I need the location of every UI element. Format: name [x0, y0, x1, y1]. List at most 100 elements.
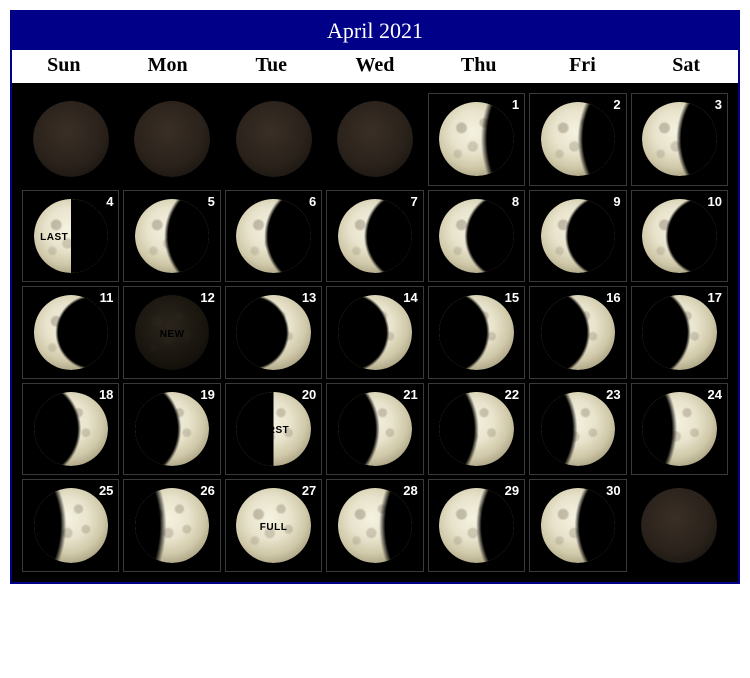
moon-phase-icon	[641, 488, 717, 564]
day-number: 30	[606, 483, 620, 498]
day-number: 28	[403, 483, 417, 498]
day-number: 9	[613, 194, 620, 209]
day-number: 20	[302, 387, 316, 402]
week-row: 11 12 NEW 13 14 15 16 17	[22, 286, 728, 379]
phase-label: NEW	[124, 329, 219, 340]
day-cell: 10	[631, 190, 728, 283]
moon-phase-icon	[34, 488, 108, 562]
day-cell-blank	[22, 93, 119, 186]
day-number: 16	[606, 290, 620, 305]
day-cell: 29	[428, 479, 525, 572]
day-cell: 27 FULL	[225, 479, 322, 572]
title-bar: April 2021	[12, 12, 738, 50]
moon-phase-icon	[236, 199, 310, 273]
day-cell: 20 FIRST	[225, 383, 322, 476]
calendar-frame: April 2021 SunMonTueWedThuFriSat 1234LAS…	[10, 10, 740, 584]
day-number: 8	[512, 194, 519, 209]
moon-phase-icon	[338, 295, 412, 369]
day-number: 23	[606, 387, 620, 402]
day-cell: 5	[123, 190, 220, 283]
weekday-cell: Mon	[116, 50, 220, 83]
moon-phase-icon	[541, 102, 615, 176]
weekday-cell: Fri	[531, 50, 635, 83]
day-number: 13	[302, 290, 316, 305]
day-cell: 30	[529, 479, 626, 572]
phase-label: FIRST	[226, 425, 321, 436]
day-cell: 12 NEW	[123, 286, 220, 379]
day-number: 1	[512, 97, 519, 112]
day-cell-blank	[225, 93, 322, 186]
moon-phase-icon	[541, 392, 615, 466]
calendar-title: April 2021	[327, 18, 423, 43]
day-number: 7	[410, 194, 417, 209]
day-number: 26	[200, 483, 214, 498]
day-number: 18	[99, 387, 113, 402]
week-row: 25 26 27 FULL 28 29 30	[22, 479, 728, 572]
day-number: 27	[302, 483, 316, 498]
weekday-cell: Thu	[427, 50, 531, 83]
day-number: 29	[505, 483, 519, 498]
phase-label: FULL	[226, 522, 321, 533]
day-cell: 4LAST	[22, 190, 119, 283]
moon-phase-icon	[439, 102, 513, 176]
moon-phase-icon	[34, 295, 108, 369]
moon-phase-icon	[135, 199, 209, 273]
day-number: 19	[200, 387, 214, 402]
day-number: 11	[100, 290, 114, 305]
day-cell-blank	[326, 93, 423, 186]
day-number: 4	[106, 194, 113, 209]
moon-phase-icon	[34, 392, 108, 466]
week-row: 12 3	[22, 93, 728, 186]
day-number: 12	[200, 290, 214, 305]
moon-phase-icon	[541, 295, 615, 369]
day-cell: 13	[225, 286, 322, 379]
day-number: 21	[403, 387, 417, 402]
moon-phase-icon	[439, 488, 513, 562]
day-number: 15	[505, 290, 519, 305]
moon-phase-icon	[642, 199, 716, 273]
day-number: 5	[208, 194, 215, 209]
day-cell: 6	[225, 190, 322, 283]
day-cell: 25	[22, 479, 119, 572]
day-cell: 8	[428, 190, 525, 283]
day-cell: 15	[428, 286, 525, 379]
day-cell: 26	[123, 479, 220, 572]
day-number: 14	[403, 290, 417, 305]
day-cell: 19	[123, 383, 220, 476]
moon-phase-icon	[439, 199, 513, 273]
weekday-cell: Sun	[12, 50, 116, 83]
calendar-grid: 1234LAST56789101112NEW1314151617181920FI…	[12, 83, 738, 582]
moon-phase-icon	[439, 392, 513, 466]
day-cell: 28	[326, 479, 423, 572]
day-cell: 23	[529, 383, 626, 476]
day-cell: 18	[22, 383, 119, 476]
day-cell-blank	[123, 93, 220, 186]
day-cell-blank	[631, 479, 728, 572]
moon-phase-icon	[236, 295, 310, 369]
day-number: 25	[99, 483, 113, 498]
moon-phase-icon	[642, 295, 716, 369]
day-cell: 22	[428, 383, 525, 476]
moon-phase-icon	[337, 101, 413, 177]
weekday-cell: Tue	[219, 50, 323, 83]
moon-phase-icon	[439, 295, 513, 369]
day-cell: 24	[631, 383, 728, 476]
day-number: 22	[505, 387, 519, 402]
moon-phase-icon	[135, 392, 209, 466]
weekday-cell: Wed	[323, 50, 427, 83]
day-cell: 21	[326, 383, 423, 476]
day-cell: 9	[529, 190, 626, 283]
day-cell: 14	[326, 286, 423, 379]
moon-phase-icon	[338, 392, 412, 466]
day-number: 17	[708, 290, 722, 305]
moon-phase-icon	[642, 102, 716, 176]
day-cell: 1	[428, 93, 525, 186]
day-number: 3	[715, 97, 722, 112]
day-number: 24	[708, 387, 722, 402]
day-cell: 2	[529, 93, 626, 186]
moon-phase-icon	[236, 101, 312, 177]
weekday-cell: Sat	[634, 50, 738, 83]
moon-phase-icon	[541, 199, 615, 273]
day-cell: 16	[529, 286, 626, 379]
moon-phase-icon	[135, 488, 209, 562]
